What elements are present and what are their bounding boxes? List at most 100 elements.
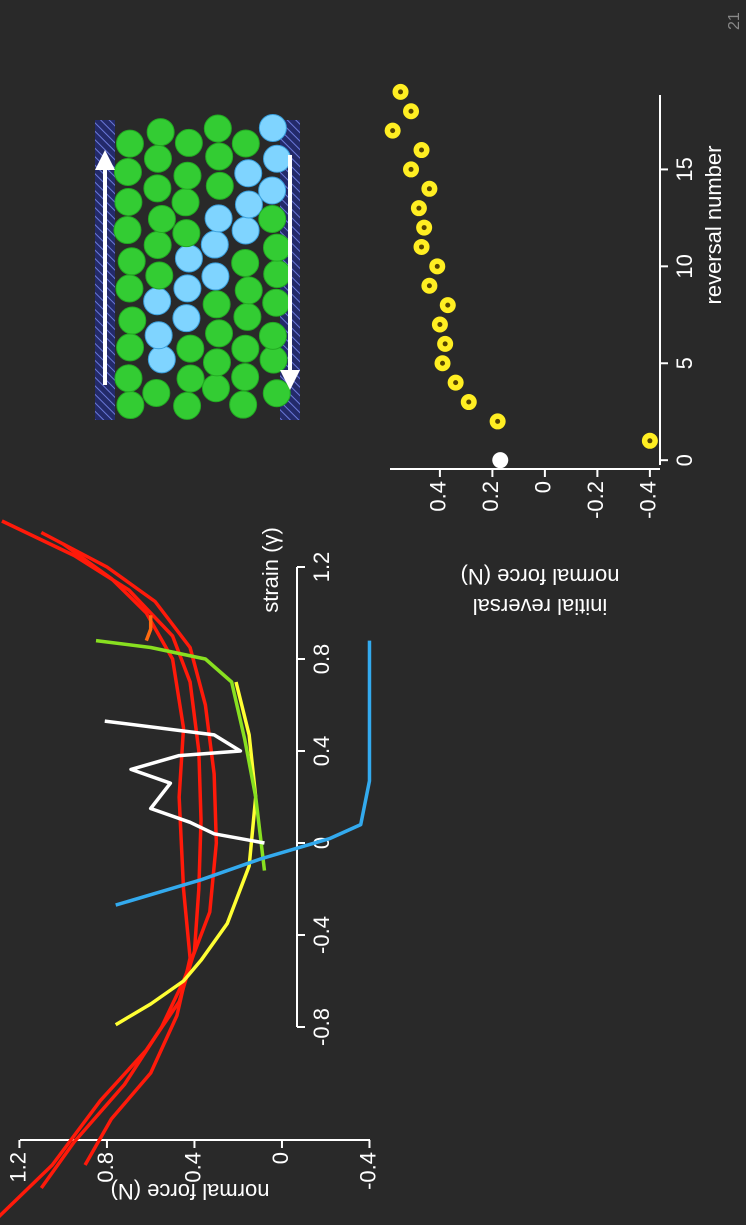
x-tick-label: 1.2 (309, 552, 334, 583)
x-axis-label: reversal number (701, 146, 726, 305)
force-curve (41, 533, 216, 1189)
particle (206, 320, 233, 347)
page: 21 1.20.80.40-0.4-0.8-0.400.40.81.2strai… (0, 0, 746, 1225)
particle (263, 234, 290, 261)
slide: 21 1.20.80.40-0.4-0.8-0.400.40.81.2strai… (0, 0, 746, 1225)
particle (259, 205, 286, 232)
y-tick-label: 0.4 (426, 481, 451, 512)
particle (115, 189, 142, 216)
particle (173, 305, 200, 332)
x-tick-label: -0.8 (309, 1008, 334, 1046)
particle (175, 245, 202, 272)
point-center (466, 400, 471, 405)
x-tick-label: 0.8 (309, 644, 334, 675)
particle (114, 158, 141, 185)
particle (260, 346, 287, 373)
x-tick-label: -0.4 (309, 916, 334, 954)
y-tick-label: 0 (268, 1152, 293, 1164)
particle (206, 172, 233, 199)
particle (202, 263, 229, 290)
y-tick-label: 0.4 (180, 1152, 205, 1183)
particle (115, 365, 142, 392)
particle (235, 277, 262, 304)
particle (232, 249, 259, 276)
point-center (409, 109, 414, 114)
point-center (435, 264, 440, 269)
particle (114, 217, 141, 244)
particle (119, 307, 146, 334)
force-curve (116, 641, 370, 906)
particle (264, 261, 291, 288)
particle (118, 248, 145, 275)
y-tick-label: -0.2 (583, 481, 608, 519)
point-center (427, 283, 432, 288)
point (492, 452, 508, 468)
point-center (422, 225, 427, 230)
particle (232, 364, 259, 391)
particle (116, 130, 143, 157)
particle (206, 143, 233, 170)
particle (172, 189, 199, 216)
x-tick-label: 15 (672, 157, 697, 181)
x-axis-label: strain (γ) (258, 527, 283, 613)
particle (232, 217, 259, 244)
particle (147, 119, 174, 146)
particle (146, 262, 173, 289)
particle (201, 231, 228, 258)
particle (174, 162, 201, 189)
particle (144, 145, 171, 172)
particle (234, 303, 261, 330)
particle (259, 114, 286, 141)
particle (263, 145, 290, 172)
x-tick-label: 0 (672, 454, 697, 466)
particle (174, 275, 201, 302)
particle (145, 322, 172, 349)
particle (263, 289, 290, 316)
point-center (398, 89, 403, 94)
y-tick-label: 0.8 (93, 1152, 118, 1183)
y-axis-label: normal force (N) (111, 1179, 270, 1204)
point-center (419, 148, 424, 153)
particle (235, 191, 262, 218)
particle (177, 335, 204, 362)
particle (232, 130, 259, 157)
particle (174, 392, 201, 419)
y-tick-label: -0.4 (636, 481, 661, 519)
particle (148, 346, 175, 373)
y-tick-label: 1.2 (5, 1152, 30, 1183)
point-center (445, 303, 450, 308)
particle (117, 334, 144, 361)
point-center (443, 341, 448, 346)
point-center (495, 419, 500, 424)
particle (144, 288, 171, 315)
y-axis-label: normal force (N) (461, 564, 620, 589)
particle (116, 275, 143, 302)
x-tick-label: 10 (672, 254, 697, 278)
point-center (647, 438, 652, 443)
point-center (419, 244, 424, 249)
particle (144, 175, 171, 202)
particle (263, 380, 290, 407)
point-center (453, 380, 458, 385)
point-center (437, 322, 442, 327)
x-tick-label: 0.4 (309, 736, 334, 767)
force-curve (105, 721, 265, 843)
point-center (416, 206, 421, 211)
y-tick-label: -0.4 (355, 1152, 380, 1190)
y-axis-label: initial reversal (473, 594, 608, 619)
particle (259, 322, 286, 349)
particle (177, 365, 204, 392)
x-tick-label: 5 (672, 357, 697, 369)
particle (144, 231, 171, 258)
particle (173, 220, 200, 247)
particle (175, 129, 202, 156)
particle (232, 335, 259, 362)
particle (148, 205, 175, 232)
particle (143, 379, 170, 406)
point-center (390, 128, 395, 133)
particle (117, 392, 144, 419)
particle (230, 391, 257, 418)
y-tick-label: 0.2 (478, 481, 503, 512)
particle (235, 160, 262, 187)
